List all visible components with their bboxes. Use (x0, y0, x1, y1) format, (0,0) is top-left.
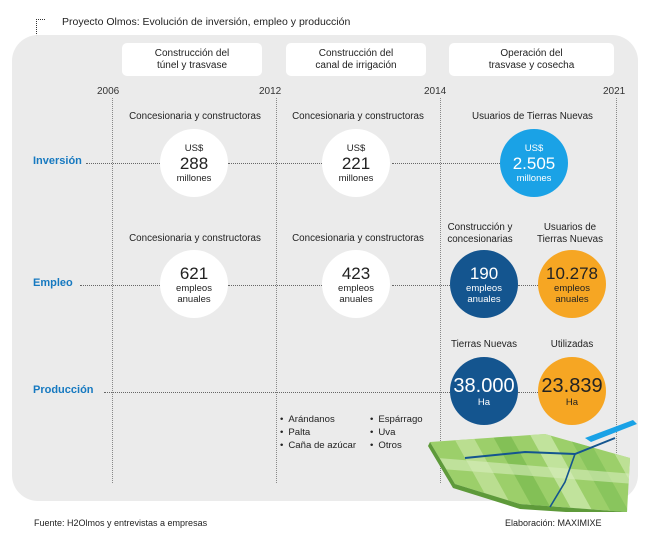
investment-value: 221 (341, 153, 371, 173)
row-connector (518, 285, 538, 286)
crop-list-right: Espárrago Uva Otros (370, 413, 423, 452)
source-note: Fuente: H2Olmos y entrevistas a empresas (34, 518, 208, 528)
timeline-divider (440, 98, 441, 483)
employment-circle-highlight: 10.278 empleos anuales (538, 250, 606, 318)
row-connector (228, 285, 322, 286)
header-line: Usuarios de (543, 222, 597, 233)
row-label-employment: Empleo (33, 277, 73, 289)
unit-label: anuales (467, 293, 501, 305)
year-label: 2021 (603, 86, 626, 97)
currency-label: US$ (524, 142, 544, 154)
production-circle: 38.000 Ha (450, 357, 518, 425)
unit-label: anuales (555, 293, 589, 305)
phase-label-line1: Construcción del (154, 47, 230, 59)
crop-item: Arándanos (280, 413, 356, 426)
year-label: 2006 (97, 86, 120, 97)
production-header: Tierras Nuevas (450, 339, 518, 350)
phase-box-canal: Construcción del canal de irrigación (286, 43, 426, 76)
investment-value: 288 (179, 153, 209, 173)
unit-label: empleos (338, 282, 374, 294)
row-connector (80, 285, 160, 286)
row-label-production: Producción (33, 384, 94, 396)
credit-note: Elaboración: MAXIMIXE (505, 518, 602, 528)
investment-circle: US$ 221 millones (322, 129, 390, 197)
employment-value: 621 (179, 263, 209, 283)
investment-header: Concesionaria y constructoras (292, 111, 424, 122)
row-connector (86, 163, 160, 164)
farmland-illustration (428, 420, 637, 512)
row-label-investment: Inversión (33, 155, 82, 167)
timeline-divider (112, 98, 113, 483)
investment-circle-highlight: US$ 2.505 millones (500, 129, 568, 197)
unit-label: empleos (554, 282, 590, 294)
employment-value: 10.278 (546, 263, 598, 283)
production-value: 23.839 (541, 374, 603, 397)
employment-value: 190 (469, 263, 499, 283)
employment-circle: 621 empleos anuales (160, 250, 228, 318)
row-connector (392, 163, 500, 164)
phase-box-tunnel: Construcción del túnel y trasvase (122, 43, 262, 76)
crop-item: Palta (280, 426, 356, 439)
unit-label: Ha (477, 396, 491, 408)
employment-header: Usuarios de Tierras Nuevas (530, 222, 610, 246)
phase-label-line2: trasvase y cosecha (488, 59, 575, 71)
employment-value: 423 (341, 263, 371, 283)
production-value: 38.000 (453, 374, 515, 397)
production-circle: 23.839 Ha (538, 357, 606, 425)
employment-header: Concesionaria y constructoras (292, 233, 424, 244)
row-connector (518, 392, 538, 393)
phase-box-operation: Operación del trasvase y cosecha (449, 43, 614, 76)
row-connector (228, 163, 322, 164)
employment-header: Construcción y concesionarias (440, 222, 520, 246)
header-line: Construcción y (447, 222, 513, 233)
phase-label-line1: Operación del (500, 47, 563, 59)
header-line: concesionarias (447, 234, 513, 245)
phase-label-line1: Construcción del (318, 47, 394, 59)
investment-circle: US$ 288 millones (160, 129, 228, 197)
currency-label: US$ (346, 142, 366, 154)
investment-value: 2.505 (512, 153, 556, 173)
investment-header: Concesionaria y constructoras (129, 111, 261, 122)
crop-item: Caña de azúcar (280, 439, 356, 452)
crop-list-left: Arándanos Palta Caña de azúcar (280, 413, 356, 452)
year-label: 2014 (424, 86, 447, 97)
production-header: Utilizadas (550, 339, 594, 350)
unit-label: anuales (177, 293, 211, 305)
employment-circle: 423 empleos anuales (322, 250, 390, 318)
field-edge (428, 442, 627, 512)
header-line: Tierras Nuevas (536, 234, 604, 245)
employment-header: Concesionaria y constructoras (129, 233, 261, 244)
phase-label-line2: canal de irrigación (315, 59, 397, 71)
unit-label: millones (176, 172, 212, 184)
row-connector (392, 285, 450, 286)
canal-line (464, 437, 616, 459)
title-bracket (36, 19, 45, 40)
investment-header: Usuarios de Tierras Nuevas (472, 111, 593, 122)
phase-label-line2: túnel y trasvase (156, 59, 228, 71)
timeline-divider (276, 98, 277, 483)
year-label: 2012 (259, 86, 282, 97)
crop-item: Espárrago (370, 413, 422, 426)
crop-item: Otros (370, 439, 423, 452)
currency-label: US$ (184, 142, 204, 154)
row-connector (104, 392, 450, 393)
unit-label: empleos (176, 282, 212, 294)
unit-label: anuales (339, 293, 373, 305)
crop-item: Uva (370, 426, 423, 439)
employment-circle-highlight: 190 empleos anuales (450, 250, 518, 318)
page-title: Proyecto Olmos: Evolución de inversión, … (62, 16, 351, 28)
canal-branch (549, 453, 576, 508)
unit-label: millones (516, 172, 552, 184)
unit-label: millones (338, 172, 374, 184)
unit-label: Ha (565, 396, 579, 408)
unit-label: empleos (466, 282, 502, 294)
timeline-divider (616, 98, 617, 483)
water-channel (585, 420, 637, 442)
